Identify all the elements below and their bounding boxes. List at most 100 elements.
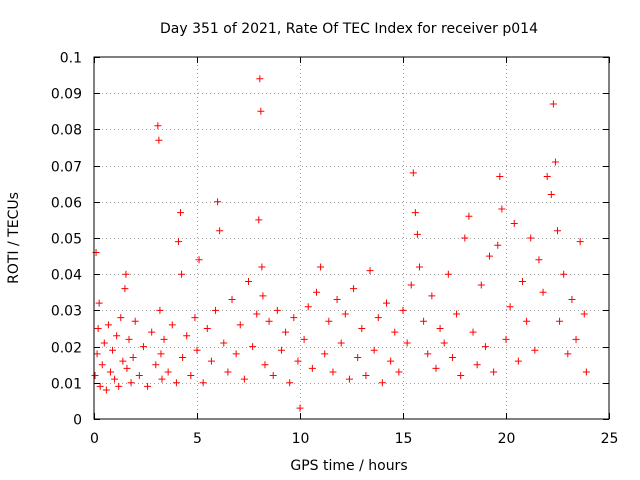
data-point [535, 256, 543, 264]
data-point [304, 303, 312, 311]
data-point [477, 281, 485, 289]
data-point [96, 382, 104, 390]
data-point [457, 372, 465, 380]
data-point [582, 368, 590, 376]
y-tick-label: 0.07 [51, 160, 82, 176]
y-tick-label: 0.03 [51, 304, 82, 320]
data-point [300, 335, 308, 343]
data-point [236, 321, 244, 329]
data-point [104, 321, 112, 329]
y-tick-label: 0.04 [51, 268, 82, 284]
x-axis-label: GPS time / hours [290, 458, 407, 474]
data-point [178, 270, 186, 278]
data-point [111, 375, 119, 383]
data-point [121, 285, 129, 293]
data-point [193, 346, 201, 354]
data-point [123, 364, 131, 372]
data-point [440, 339, 448, 347]
data-point [325, 317, 333, 325]
data-point [403, 339, 411, 347]
data-point [131, 317, 139, 325]
data-point [502, 335, 510, 343]
axis-ticks [94, 57, 610, 420]
data-point [179, 353, 187, 361]
data-point [354, 353, 362, 361]
data-point [366, 267, 374, 275]
data-point [568, 296, 576, 304]
data-point [496, 172, 504, 180]
data-point [556, 317, 564, 325]
data-point [282, 328, 290, 336]
data-point [119, 357, 127, 365]
data-point [199, 379, 207, 387]
data-point [362, 372, 370, 380]
data-point [255, 216, 263, 224]
data-point [469, 328, 477, 336]
data-point [358, 325, 366, 332]
y-tick-label: 0.06 [51, 196, 82, 212]
data-point [117, 314, 125, 322]
data-point [395, 368, 403, 376]
data-point [378, 379, 386, 387]
data-point [245, 277, 252, 285]
data-point [154, 122, 162, 130]
data-point [265, 317, 273, 325]
y-tick-label: 0.01 [51, 377, 82, 393]
data-point [216, 227, 224, 235]
data-point [168, 321, 176, 329]
data-point [576, 238, 584, 246]
data-point [387, 357, 395, 365]
data-point [277, 346, 285, 354]
data-points [91, 75, 590, 412]
data-point [572, 335, 580, 343]
data-point [127, 379, 135, 387]
data-point [156, 306, 164, 314]
data-point [399, 306, 407, 314]
data-point [294, 357, 302, 365]
x-tick-label: 25 [601, 431, 619, 447]
data-point [172, 379, 180, 387]
y-tick-label: 0.1 [60, 51, 82, 67]
data-point [415, 263, 423, 271]
data-point [93, 350, 101, 358]
data-point [100, 339, 108, 347]
y-tick-label: 0 [73, 413, 82, 429]
data-point [448, 353, 456, 361]
data-point [333, 296, 341, 304]
y-tick-label: 0.05 [51, 232, 82, 248]
data-point [554, 227, 561, 235]
data-point [341, 310, 349, 318]
y-tick-label: 0.09 [51, 87, 82, 103]
data-point [157, 350, 165, 358]
data-point [261, 361, 269, 369]
data-point [506, 303, 514, 311]
data-point [547, 191, 555, 199]
data-point [207, 357, 215, 365]
data-point [465, 212, 473, 220]
data-point [98, 361, 106, 369]
data-point [125, 335, 133, 343]
data-point [527, 234, 535, 242]
data-point [259, 292, 267, 300]
grid-lines [94, 57, 609, 419]
data-point [486, 252, 494, 260]
data-point [510, 220, 518, 228]
data-point [269, 372, 277, 380]
chart-title: Day 351 of 2021, Rate Of TEC Index for r… [160, 21, 538, 37]
x-tick-label: 5 [193, 431, 202, 447]
data-point [391, 328, 399, 336]
data-point [420, 317, 428, 325]
data-point [370, 346, 378, 354]
data-point [436, 325, 444, 332]
data-point [321, 350, 329, 358]
data-point [144, 382, 152, 390]
data-point [290, 314, 298, 322]
data-point [539, 288, 547, 296]
data-point [481, 343, 489, 351]
data-point [152, 361, 160, 369]
data-point [549, 100, 557, 108]
data-point [158, 375, 166, 383]
data-point [195, 256, 203, 264]
data-point [473, 361, 481, 369]
